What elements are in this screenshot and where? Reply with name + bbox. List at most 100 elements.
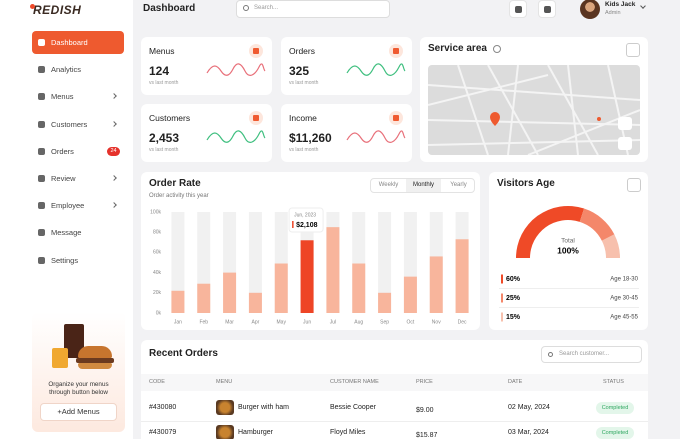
- zoom-button[interactable]: [618, 137, 632, 150]
- service-area-title: Service area: [428, 43, 487, 54]
- menu-item[interactable]: Orders 24: [32, 140, 124, 163]
- stat-value: 325: [289, 64, 310, 78]
- stat-note: vs last month: [149, 147, 179, 153]
- menu-label: Customers: [51, 119, 88, 129]
- gauge-label: Total: [561, 238, 575, 245]
- status-pill: Completed: [596, 402, 634, 414]
- promo-burger-mid: [76, 358, 114, 363]
- map: [428, 65, 640, 155]
- tab-group: Weekly Monthly Yearly: [370, 178, 475, 193]
- menu-item[interactable]: Review: [32, 167, 124, 190]
- stat-card: Orders 325 vs last month: [281, 37, 412, 95]
- column-header: PRICE: [416, 379, 433, 385]
- order-rate-card: Order Rate Order activity this year Weekly…: [141, 172, 480, 330]
- y-tick-label: 20k: [153, 290, 162, 296]
- map-road: [487, 65, 539, 155]
- menu-thumb: [216, 400, 234, 415]
- logo: REDISH: [33, 3, 82, 17]
- map-dot: [597, 117, 601, 121]
- tab[interactable]: Monthly: [406, 179, 441, 192]
- map-road: [428, 139, 640, 146]
- stat-label: Menus: [149, 46, 175, 56]
- more-button[interactable]: [627, 178, 641, 192]
- menu-icon: [38, 66, 45, 74]
- map-road: [457, 65, 489, 155]
- stat-icon: [389, 111, 403, 125]
- sparkline: [346, 63, 406, 76]
- sparkline-path: [206, 63, 266, 76]
- column-header: CUSTOMER NAME: [330, 379, 379, 385]
- menu-item[interactable]: Dashboard: [32, 31, 124, 54]
- sparkline-path: [346, 63, 406, 76]
- x-tick-label: Aug: [354, 319, 363, 325]
- y-tick-label: 40k: [153, 270, 162, 276]
- menu-icon: [38, 93, 45, 101]
- zoom-button[interactable]: [618, 117, 632, 130]
- cell: $15.87: [416, 432, 438, 439]
- icon-button[interactable]: [538, 0, 556, 18]
- x-tick-label: Dec: [458, 319, 467, 325]
- cell: 02 May, 2024: [508, 404, 550, 411]
- menu-item[interactable]: Settings: [32, 249, 124, 272]
- sparkline: [206, 130, 266, 143]
- column-header: DATE: [508, 379, 523, 385]
- menu-label: Analytics: [51, 65, 82, 75]
- legend-marker: [501, 274, 503, 284]
- menu-item[interactable]: Customers: [32, 113, 124, 136]
- cell: Bessie Cooper: [330, 404, 376, 411]
- icon-button[interactable]: [509, 0, 527, 18]
- bar: [274, 263, 288, 313]
- search-icon: [548, 352, 553, 357]
- page-title: Dashboard: [143, 3, 196, 14]
- more-button[interactable]: [626, 43, 640, 57]
- stat-icon-glyph: [253, 115, 259, 121]
- map-road: [547, 65, 599, 155]
- table-search[interactable]: Search customer...: [541, 346, 642, 363]
- recent-orders-card: Recent Orders Search customer... CODE MENU C…: [141, 340, 648, 439]
- tab[interactable]: Weekly: [378, 182, 399, 188]
- stat-icon-glyph: [393, 115, 399, 121]
- menu-thumb: [216, 425, 234, 439]
- y-tick-label: 0k: [156, 310, 162, 316]
- stat-value: 2,453: [149, 131, 180, 145]
- x-tick-label: Feb: [199, 319, 208, 325]
- stat-value: $11,260: [289, 131, 332, 145]
- legend-marker: [501, 293, 503, 303]
- table-row[interactable]: #430079 Hamburger Floyd Miles $15.87 03 Mar,…: [141, 422, 648, 439]
- bar-track: [171, 212, 185, 313]
- bar-track: [378, 212, 392, 313]
- add-menus-button[interactable]: +Add Menus: [40, 403, 117, 421]
- stat-icon-glyph: [393, 48, 399, 54]
- table-row[interactable]: #430080 Burger with ham Bessie Cooper $9.00…: [141, 397, 648, 422]
- promo-fries: [52, 348, 68, 368]
- legend-age: Age 45-55: [610, 315, 638, 321]
- search-placeholder: Search...: [254, 5, 279, 11]
- legend-value: 25%: [506, 295, 521, 302]
- user-role: Admin: [605, 10, 621, 16]
- legend-value: 15%: [506, 314, 521, 321]
- tab[interactable]: Yearly: [450, 182, 467, 188]
- menu-item[interactable]: Analytics: [32, 58, 124, 81]
- stat-card: Customers 2,453 vs last month: [141, 104, 272, 162]
- stat-value: 124: [149, 64, 170, 78]
- legend-age: Age 30-45: [610, 296, 638, 302]
- menu-item[interactable]: Employee: [32, 194, 124, 217]
- search-box[interactable]: Search...: [236, 0, 390, 18]
- y-tick-label: 100k: [150, 209, 161, 215]
- menu-item[interactable]: Menus: [32, 85, 124, 108]
- cell: Floyd Miles: [330, 429, 366, 436]
- gauge-segment: [516, 206, 585, 258]
- bar: [378, 292, 392, 313]
- menu-label: Review: [51, 174, 76, 183]
- bar: [197, 283, 211, 313]
- bar: [429, 256, 443, 313]
- info-icon: [493, 45, 501, 53]
- menu-item[interactable]: Message: [32, 221, 124, 244]
- logo-dot: [30, 4, 35, 9]
- menu-label: Orders: [51, 146, 74, 156]
- menu-icon: [38, 39, 45, 46]
- menu-label: Employee: [51, 201, 85, 211]
- y-tick-label: 80k: [153, 230, 162, 236]
